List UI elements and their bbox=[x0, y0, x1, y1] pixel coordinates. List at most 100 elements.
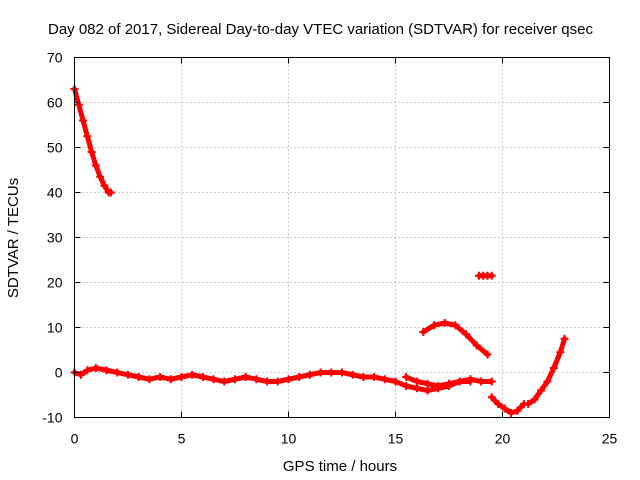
data-point bbox=[87, 148, 96, 156]
data-point bbox=[549, 364, 558, 372]
y-tick-label: 30 bbox=[47, 230, 63, 246]
series-line bbox=[525, 336, 568, 407]
series-afternoon-arc bbox=[419, 319, 492, 359]
data-point bbox=[556, 348, 565, 357]
data-point bbox=[494, 400, 503, 408]
series-line bbox=[72, 365, 495, 393]
data-point bbox=[391, 377, 400, 386]
data-point bbox=[220, 377, 229, 386]
data-point bbox=[100, 181, 109, 190]
series-line bbox=[489, 394, 527, 416]
y-tick-label: 0 bbox=[55, 365, 63, 381]
data-point bbox=[472, 341, 481, 350]
data-point bbox=[273, 377, 282, 386]
data-point bbox=[500, 404, 509, 413]
y-axis-label: SDTVAR / TECUs bbox=[5, 178, 22, 298]
data-point bbox=[145, 375, 154, 384]
data-point bbox=[412, 384, 421, 393]
data-point bbox=[91, 364, 100, 372]
data-point bbox=[445, 379, 453, 388]
series-late-rise bbox=[524, 334, 569, 408]
y-tick-label: 50 bbox=[47, 140, 63, 156]
series-late-dip bbox=[487, 393, 528, 417]
chart-title: Day 082 of 2017, Sidereal Day-to-day VTE… bbox=[48, 21, 593, 38]
x-tick-label: 10 bbox=[281, 431, 297, 447]
data-point bbox=[263, 377, 272, 386]
grid bbox=[74, 57, 610, 418]
data-point bbox=[477, 377, 486, 386]
y-tick-label: 60 bbox=[47, 95, 63, 111]
x-tick-label: 20 bbox=[495, 431, 511, 447]
y-tick-label: 40 bbox=[47, 185, 63, 201]
data-point bbox=[440, 319, 449, 327]
data-point bbox=[209, 375, 218, 384]
data-point bbox=[96, 172, 105, 181]
data-point bbox=[487, 271, 496, 280]
x-axis-label: GPS time / hours bbox=[283, 458, 397, 475]
data-point bbox=[370, 373, 379, 381]
data-point bbox=[76, 370, 85, 379]
data-point bbox=[487, 377, 496, 386]
data-point bbox=[79, 116, 88, 125]
data-point bbox=[327, 368, 336, 377]
series-short-segment bbox=[474, 271, 496, 280]
y-tick-label: 10 bbox=[47, 320, 63, 336]
data-layer bbox=[70, 85, 569, 417]
data-point bbox=[134, 373, 143, 381]
data-point bbox=[402, 382, 411, 390]
data-point bbox=[188, 370, 197, 379]
data-point bbox=[166, 375, 175, 384]
data-point bbox=[91, 161, 100, 170]
data-point bbox=[156, 373, 165, 381]
data-point bbox=[423, 386, 432, 395]
data-point bbox=[419, 328, 428, 336]
y-tick-label: -10 bbox=[42, 410, 62, 426]
tick-labels: 0 5 10 15 20 25 -10 0 10 20 30 40 50 60 70 bbox=[42, 50, 617, 447]
data-point bbox=[241, 373, 250, 381]
x-tick-label: 5 bbox=[178, 431, 186, 447]
data-point bbox=[83, 132, 92, 141]
x-tick-label: 15 bbox=[388, 431, 404, 447]
data-point bbox=[455, 377, 464, 386]
data-point bbox=[113, 368, 122, 377]
data-point bbox=[530, 395, 539, 404]
data-point bbox=[537, 386, 546, 395]
data-point bbox=[423, 379, 432, 388]
y-tick-label: 20 bbox=[47, 275, 63, 291]
data-point bbox=[316, 368, 325, 377]
data-point bbox=[462, 330, 471, 339]
data-point bbox=[412, 377, 421, 386]
data-point bbox=[402, 373, 411, 381]
data-point bbox=[305, 370, 314, 379]
data-point bbox=[507, 409, 516, 417]
data-point bbox=[560, 334, 569, 343]
data-point bbox=[543, 377, 552, 386]
data-point bbox=[102, 366, 111, 375]
data-point bbox=[348, 370, 357, 379]
data-point bbox=[430, 321, 439, 330]
data-point bbox=[359, 373, 368, 381]
data-point bbox=[451, 321, 460, 330]
series-baseline bbox=[70, 364, 496, 395]
data-point bbox=[466, 377, 475, 386]
data-point bbox=[483, 350, 492, 359]
data-point bbox=[198, 373, 207, 381]
y-tick-label: 70 bbox=[47, 50, 63, 66]
data-point bbox=[284, 375, 293, 384]
data-point bbox=[380, 375, 389, 384]
data-point bbox=[434, 382, 443, 390]
data-point bbox=[513, 406, 522, 415]
series-line bbox=[72, 86, 114, 195]
data-point bbox=[124, 370, 132, 379]
series-secondary-band bbox=[402, 373, 475, 390]
axis-ticks bbox=[74, 57, 610, 418]
x-tick-label: 25 bbox=[602, 431, 618, 447]
data-point bbox=[487, 393, 496, 402]
data-point bbox=[83, 366, 92, 375]
data-point bbox=[295, 373, 304, 381]
data-point bbox=[524, 400, 533, 408]
data-point bbox=[231, 375, 239, 384]
data-point bbox=[338, 368, 346, 377]
data-point bbox=[177, 373, 186, 381]
